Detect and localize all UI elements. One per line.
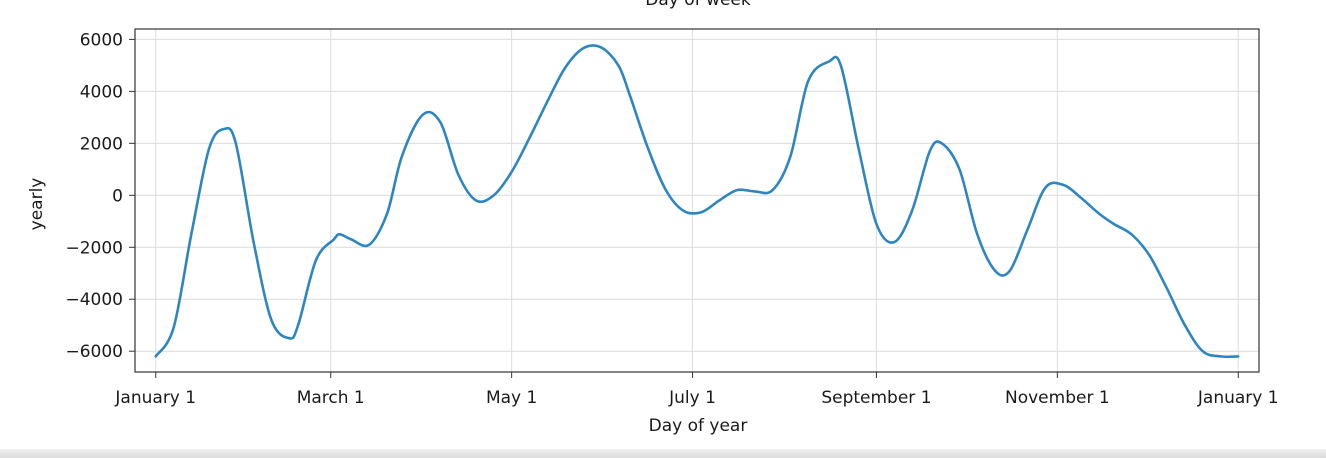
plot-frame: [134, 28, 1260, 373]
axis-ticks: January 1 March 1 May 1 July 1 September 1 No…: [65, 30, 1278, 408]
x-tick-label: January 1: [114, 388, 196, 408]
y-tick-label: −2000: [65, 238, 123, 258]
y-tick-label: −6000: [65, 342, 123, 362]
y-tick-label: −4000: [65, 290, 123, 310]
x-tick-label: May 1: [486, 388, 537, 408]
grid: [135, 29, 1259, 372]
y-tick-label: 4000: [80, 82, 123, 102]
x-tick-label: September 1: [821, 388, 931, 408]
series-line: [154, 44, 1240, 359]
y-tick-label: 6000: [80, 30, 123, 50]
y-tick-label: 0: [112, 186, 123, 206]
top-clipped-label: Day of week: [645, 0, 751, 10]
x-axis-label: Day of year: [649, 416, 748, 436]
x-tick-label: November 1: [1005, 388, 1110, 408]
x-tick-label: March 1: [297, 388, 365, 408]
y-axis-label: yearly: [27, 178, 47, 231]
x-tick-label: July 1: [668, 388, 716, 408]
y-tick-label: 2000: [80, 134, 123, 154]
x-tick-label: January 1: [1197, 388, 1279, 408]
scroll-strip: [0, 449, 1326, 458]
series-layer: [154, 44, 1240, 359]
